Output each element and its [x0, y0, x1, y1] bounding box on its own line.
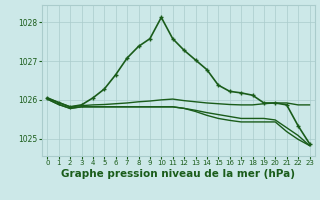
X-axis label: Graphe pression niveau de la mer (hPa): Graphe pression niveau de la mer (hPa) [61, 169, 295, 179]
